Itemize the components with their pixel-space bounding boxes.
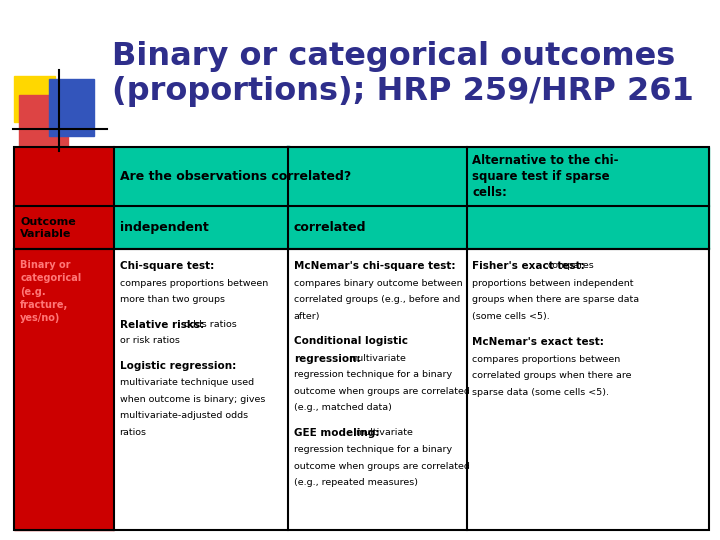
Text: Logistic regression:: Logistic regression: (120, 361, 235, 370)
Text: compares: compares (548, 261, 595, 271)
Text: multivariate: multivariate (348, 354, 405, 363)
Bar (288, 206, 467, 249)
Bar (14, 147, 114, 206)
Text: compares proportions between: compares proportions between (472, 355, 621, 363)
Text: independent: independent (120, 221, 208, 234)
Text: proportions between independent: proportions between independent (472, 279, 634, 288)
Bar (14, 147, 709, 530)
Text: Chi-square test:: Chi-square test: (120, 261, 214, 272)
Text: Relative risks:: Relative risks: (120, 320, 204, 330)
Text: ratios: ratios (120, 428, 147, 436)
Text: Fisher's exact test:: Fisher's exact test: (472, 261, 585, 272)
Text: more than two groups: more than two groups (120, 295, 225, 305)
Text: outcome when groups are correlated: outcome when groups are correlated (294, 387, 469, 396)
Text: or risk ratios: or risk ratios (120, 336, 179, 345)
Text: after): after) (294, 312, 320, 321)
Bar (288, 249, 467, 530)
Text: when outcome is binary; gives: when outcome is binary; gives (120, 395, 265, 403)
Text: compares binary outcome between: compares binary outcome between (294, 279, 462, 288)
Text: outcome when groups are correlated: outcome when groups are correlated (294, 462, 469, 470)
Text: (e.g., matched data): (e.g., matched data) (294, 403, 392, 412)
Text: sparse data (some cells <5).: sparse data (some cells <5). (472, 388, 609, 397)
Bar (114, 206, 288, 249)
Text: McNemar's chi-square test:: McNemar's chi-square test: (294, 261, 455, 272)
Text: Conditional logistic: Conditional logistic (294, 336, 408, 346)
Text: regression technique for a binary: regression technique for a binary (294, 370, 452, 379)
Text: correlated groups when there are: correlated groups when there are (472, 371, 632, 380)
Text: Binary or
categorical
(e.g.
fracture,
yes/no): Binary or categorical (e.g. fracture, ye… (20, 260, 81, 323)
Text: GEE modeling:: GEE modeling: (294, 428, 379, 437)
Text: (e.g., repeated measures): (e.g., repeated measures) (294, 478, 418, 487)
Text: Are the observations correlated?: Are the observations correlated? (120, 170, 351, 183)
Text: regression:: regression: (294, 354, 361, 364)
Text: Alternative to the chi-
square test if sparse
cells:: Alternative to the chi- square test if s… (472, 154, 618, 199)
Bar (14, 76, 55, 122)
Text: correlated: correlated (294, 221, 366, 234)
Text: odds ratios: odds ratios (184, 320, 237, 329)
Text: multivariate: multivariate (355, 428, 413, 436)
Bar (467, 249, 709, 530)
Text: (some cells <5).: (some cells <5). (472, 312, 550, 321)
Text: groups when there are sparse data: groups when there are sparse data (472, 295, 639, 305)
Text: multivariate-adjusted odds: multivariate-adjusted odds (120, 411, 248, 420)
Bar (19, 94, 68, 146)
Bar (114, 249, 288, 530)
Text: McNemar's exact test:: McNemar's exact test: (472, 337, 604, 347)
Text: multivariate technique used: multivariate technique used (120, 378, 253, 387)
Bar (49, 79, 94, 136)
Text: Binary or categorical outcomes: Binary or categorical outcomes (112, 41, 675, 72)
Text: Outcome
Variable: Outcome Variable (20, 217, 76, 239)
Bar (467, 147, 709, 206)
Text: (proportions); HRP 259/HRP 261: (proportions); HRP 259/HRP 261 (112, 76, 693, 107)
Text: compares proportions between: compares proportions between (120, 279, 268, 288)
Bar (467, 206, 709, 249)
Bar (14, 249, 114, 530)
Text: regression technique for a binary: regression technique for a binary (294, 445, 452, 454)
Text: correlated groups (e.g., before and: correlated groups (e.g., before and (294, 295, 460, 305)
Bar (114, 147, 467, 206)
Bar (14, 206, 114, 249)
